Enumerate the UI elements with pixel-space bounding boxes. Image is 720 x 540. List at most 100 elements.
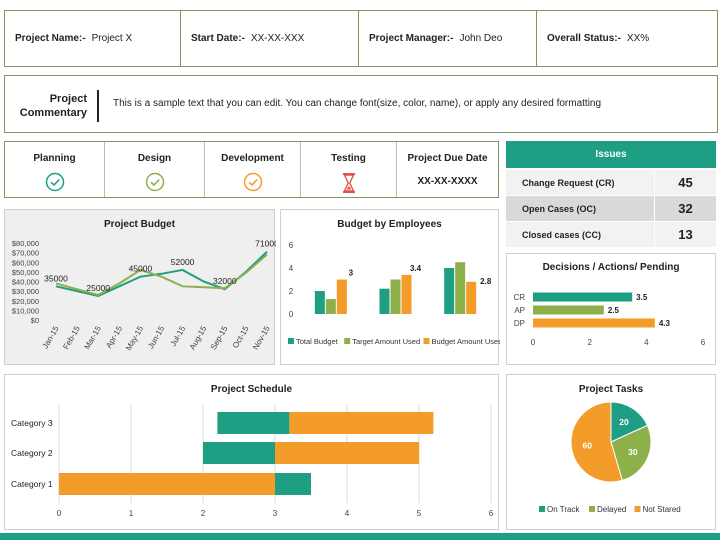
due-date-label: Project Due Date: [407, 153, 488, 164]
check-circle-icon: [243, 172, 263, 197]
start-date-value[interactable]: XX-XX-XXX: [250, 33, 305, 44]
y-tick-label: $30,000: [12, 287, 39, 296]
bar: [379, 288, 390, 314]
issues-panel: Issues Change Request (CR) 45 Open Cases…: [506, 141, 716, 247]
y-tick-label: $0: [31, 316, 39, 325]
bar: [314, 291, 325, 314]
data-label: 35000: [44, 273, 68, 283]
project-manager-value[interactable]: John Deo: [459, 33, 503, 44]
x-tick-label: 2: [587, 338, 592, 347]
phase-testing: Testing: [301, 142, 397, 197]
decisions-bar-chart: CR 3.5 AP 2.5 DP 4.3 0 2 4 6: [513, 292, 706, 347]
x-tick-label: Oct-15: [231, 324, 251, 350]
schedule-bar: [275, 473, 311, 495]
schedule-bar: [289, 412, 434, 434]
y-tick-label: 2: [289, 287, 294, 296]
chart-title: Decisions / Actions/ Pending: [542, 262, 680, 273]
issue-row-change-request: Change Request (CR) 45: [506, 169, 716, 195]
x-tick-label: Mar-15: [82, 324, 103, 351]
x-tick-label: 4: [345, 509, 350, 518]
bar: [533, 292, 633, 302]
phase-planning: Planning: [5, 142, 105, 197]
category-label: CR: [513, 293, 525, 302]
bar: [325, 299, 336, 314]
schedule-bar: [203, 442, 275, 464]
overall-status-value[interactable]: XX%: [626, 33, 650, 44]
y-tick-label: $40,000: [12, 278, 39, 287]
legend-label: Budget Amount Used: [432, 337, 501, 346]
x-tick-label: Nov-15: [251, 324, 272, 351]
schedule-bar: [217, 412, 290, 434]
chart-title: Budget by Employees: [337, 219, 442, 230]
project-commentary-panel: Project Commentary This is a sample text…: [4, 75, 718, 133]
project-phases-panel: Planning Design Development Testing Proj…: [4, 141, 499, 198]
y-tick-label: $80,000: [12, 239, 39, 248]
data-label: 32000: [213, 276, 237, 286]
x-tick-label: Feb-15: [61, 324, 82, 351]
category-label: AP: [514, 306, 525, 315]
schedule-bar: [275, 442, 419, 464]
commentary-divider: [97, 90, 99, 122]
phase-design: Design: [105, 142, 205, 197]
issue-label: Change Request (CR): [522, 178, 615, 188]
project-schedule-panel: Project Schedule 0 1 2 3 4 5 6 Category 3 Catego…: [4, 374, 499, 530]
project-name-cell: Project Name:- Project X: [5, 11, 181, 66]
project-name-label: Project Name:-: [15, 33, 86, 44]
project-manager-label: Project Manager:-: [369, 33, 454, 44]
issue-label: Closed cases (CC): [522, 230, 602, 240]
x-tick-label: 2: [201, 509, 206, 518]
slice-label: 60: [583, 440, 593, 450]
legend-swatch: [539, 506, 545, 512]
data-label: 2.8: [480, 277, 492, 286]
data-label: 45000: [129, 264, 153, 274]
category-label: Category 2: [11, 448, 53, 458]
project-due-date-cell: Project Due Date XX-XX-XXXX: [397, 142, 498, 197]
legend-label: Not Stared: [643, 505, 681, 514]
y-tick-label: $60,000: [12, 258, 39, 267]
decisions-panel: Decisions / Actions/ Pending CR 3.5 AP 2.5 D…: [506, 253, 716, 365]
legend-label: Total Budget: [296, 337, 339, 346]
overall-status-label: Overall Status:-: [547, 33, 621, 44]
x-tick-label: 1: [129, 509, 134, 518]
x-tick-label: 3: [273, 509, 278, 518]
legend-label: On Track: [547, 505, 580, 514]
issue-count: 32: [654, 196, 716, 221]
legend-swatch: [589, 506, 595, 512]
bar: [533, 305, 604, 315]
category-label: Category 3: [11, 418, 53, 428]
x-tick-label: 6: [701, 338, 706, 347]
x-tick-label: Jun-15: [146, 324, 166, 350]
data-label: 71000: [255, 239, 276, 249]
start-date-cell: Start Date:- XX-XX-XXX: [181, 11, 359, 66]
legend-label: Target Amount Used: [352, 337, 420, 346]
employees-bar-chart: 6 4 2 0 3 3.4 2.8 Total Budget Target Amount Use…: [288, 241, 501, 346]
x-tick-label: 4: [644, 338, 649, 347]
issue-row-open-cases: Open Cases (OC) 32: [506, 195, 716, 221]
data-label: 3.4: [410, 264, 422, 273]
due-date-value[interactable]: XX-XX-XXXX: [417, 176, 478, 187]
project-name-value[interactable]: Project X: [91, 33, 133, 44]
bar: [455, 262, 466, 314]
schedule-bar: [59, 473, 275, 495]
overall-status-cell: Overall Status:- XX%: [537, 11, 717, 66]
check-circle-icon: [145, 172, 165, 197]
x-tick-label: 0: [531, 338, 536, 347]
y-tick-label: $10,000: [12, 306, 39, 315]
bar: [336, 279, 347, 314]
category-label: Category 1: [11, 479, 53, 489]
x-tick-label: 6: [489, 509, 494, 518]
chart-title: Project Tasks: [578, 384, 644, 395]
x-tick-label: Apr-15: [104, 324, 124, 350]
legend-swatch: [288, 338, 294, 344]
phase-name: Development: [221, 153, 284, 164]
commentary-text[interactable]: This is a sample text that you can edit.…: [113, 98, 602, 109]
issue-count: 13: [654, 222, 716, 247]
y-tick-label: 6: [289, 241, 294, 250]
y-tick-label: $70,000: [12, 249, 39, 258]
check-circle-icon: [45, 172, 65, 197]
slice-label: 30: [628, 447, 638, 457]
project-tasks-panel: Project Tasks 20 30 60 On Track Delayed Not S…: [506, 374, 716, 530]
legend-swatch: [344, 338, 351, 344]
schedule-gantt-chart: 0 1 2 3 4 5 6 Category 3 Category 2 Category 1: [11, 405, 494, 518]
x-tick-label: Jan-15: [41, 324, 61, 350]
